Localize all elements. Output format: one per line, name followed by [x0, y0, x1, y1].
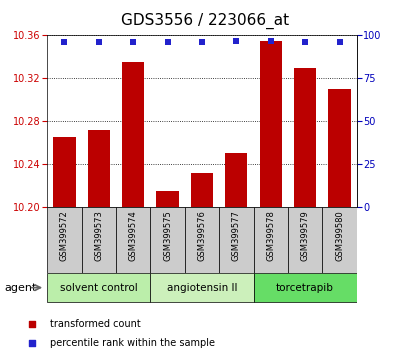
- Text: GSM399575: GSM399575: [163, 210, 172, 261]
- Text: solvent control: solvent control: [60, 282, 137, 293]
- Point: [301, 39, 308, 45]
- Text: angiotensin II: angiotensin II: [166, 282, 236, 293]
- Bar: [287, 207, 321, 273]
- Bar: [81, 207, 116, 273]
- Bar: [47, 273, 150, 302]
- Text: transformed count: transformed count: [50, 319, 140, 329]
- Bar: [53, 137, 75, 207]
- Bar: [47, 207, 81, 273]
- Bar: [116, 207, 150, 273]
- Text: percentile rank within the sample: percentile rank within the sample: [50, 338, 214, 348]
- Point: [198, 39, 204, 45]
- Text: GSM399579: GSM399579: [300, 210, 309, 261]
- Bar: [150, 207, 184, 273]
- Text: GSM399574: GSM399574: [128, 210, 137, 261]
- Point: [164, 39, 171, 45]
- Point: [335, 39, 342, 45]
- Text: GSM399578: GSM399578: [265, 210, 274, 261]
- Bar: [253, 207, 287, 273]
- Text: GSM399573: GSM399573: [94, 210, 103, 261]
- Bar: [321, 207, 356, 273]
- Bar: [88, 130, 110, 207]
- Bar: [225, 153, 247, 207]
- Bar: [293, 68, 315, 207]
- Bar: [121, 62, 144, 207]
- Point: [130, 39, 136, 45]
- Point: [267, 38, 273, 44]
- Point: [232, 38, 239, 44]
- Point: [95, 39, 102, 45]
- Text: GSM399580: GSM399580: [334, 210, 343, 261]
- Bar: [328, 89, 350, 207]
- Text: torcetrapib: torcetrapib: [276, 282, 333, 293]
- Point: [28, 341, 35, 346]
- Bar: [190, 173, 213, 207]
- Point: [61, 39, 67, 45]
- Bar: [156, 191, 178, 207]
- Bar: [253, 273, 356, 302]
- Text: GDS3556 / 223066_at: GDS3556 / 223066_at: [121, 12, 288, 29]
- Point: [28, 321, 35, 327]
- Text: GSM399576: GSM399576: [197, 210, 206, 261]
- Text: GSM399572: GSM399572: [60, 210, 69, 261]
- Text: GSM399577: GSM399577: [231, 210, 240, 261]
- Bar: [184, 207, 218, 273]
- Bar: [218, 207, 253, 273]
- Bar: [150, 273, 253, 302]
- Bar: [259, 41, 281, 207]
- Text: agent: agent: [4, 282, 36, 293]
